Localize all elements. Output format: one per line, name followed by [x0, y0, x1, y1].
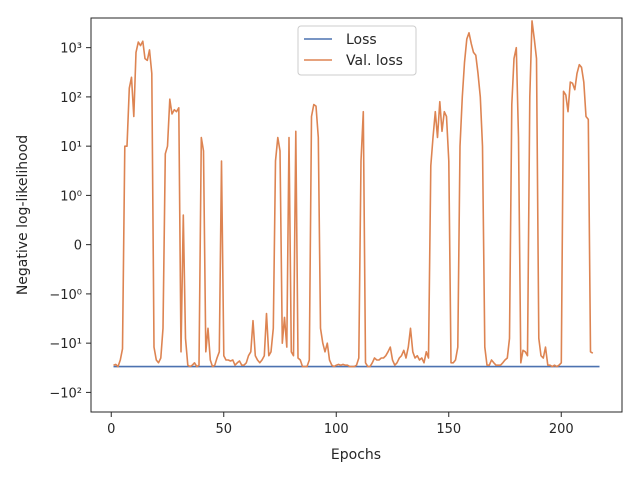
- legend: Loss Val. loss: [297, 25, 417, 76]
- x-tick-label: 200: [549, 422, 574, 437]
- y-tick-label: −10²: [49, 386, 82, 401]
- y-tick-label: 10³: [60, 42, 82, 57]
- series-line-val-loss: [113, 20, 594, 368]
- y-tick-label: 10⁰: [60, 189, 82, 204]
- y-tick-label: −10⁰: [49, 288, 82, 303]
- x-tick-label: 100: [324, 422, 349, 437]
- x-axis-label: Epochs: [331, 447, 381, 463]
- y-tick-label: −10¹: [49, 337, 82, 352]
- axes-frame: [90, 17, 623, 413]
- legend-label-val-loss: Val. loss: [346, 53, 403, 69]
- legend-label-loss: Loss: [346, 32, 377, 48]
- x-tick-label: 0: [107, 422, 115, 437]
- plot-area: [113, 20, 600, 368]
- axes-ticks: 0 50 100 150 200 10³ 10² 10¹ 10⁰ 0 −10⁰ −10¹ −10²: [49, 42, 573, 437]
- y-tick-label: 0: [74, 239, 82, 254]
- y-tick-label: 10²: [60, 91, 82, 106]
- y-axis-label: Negative log-likelihood: [15, 135, 31, 295]
- x-tick-label: 150: [436, 422, 461, 437]
- x-tick-label: 50: [215, 422, 232, 437]
- y-tick-label: 10¹: [60, 140, 82, 155]
